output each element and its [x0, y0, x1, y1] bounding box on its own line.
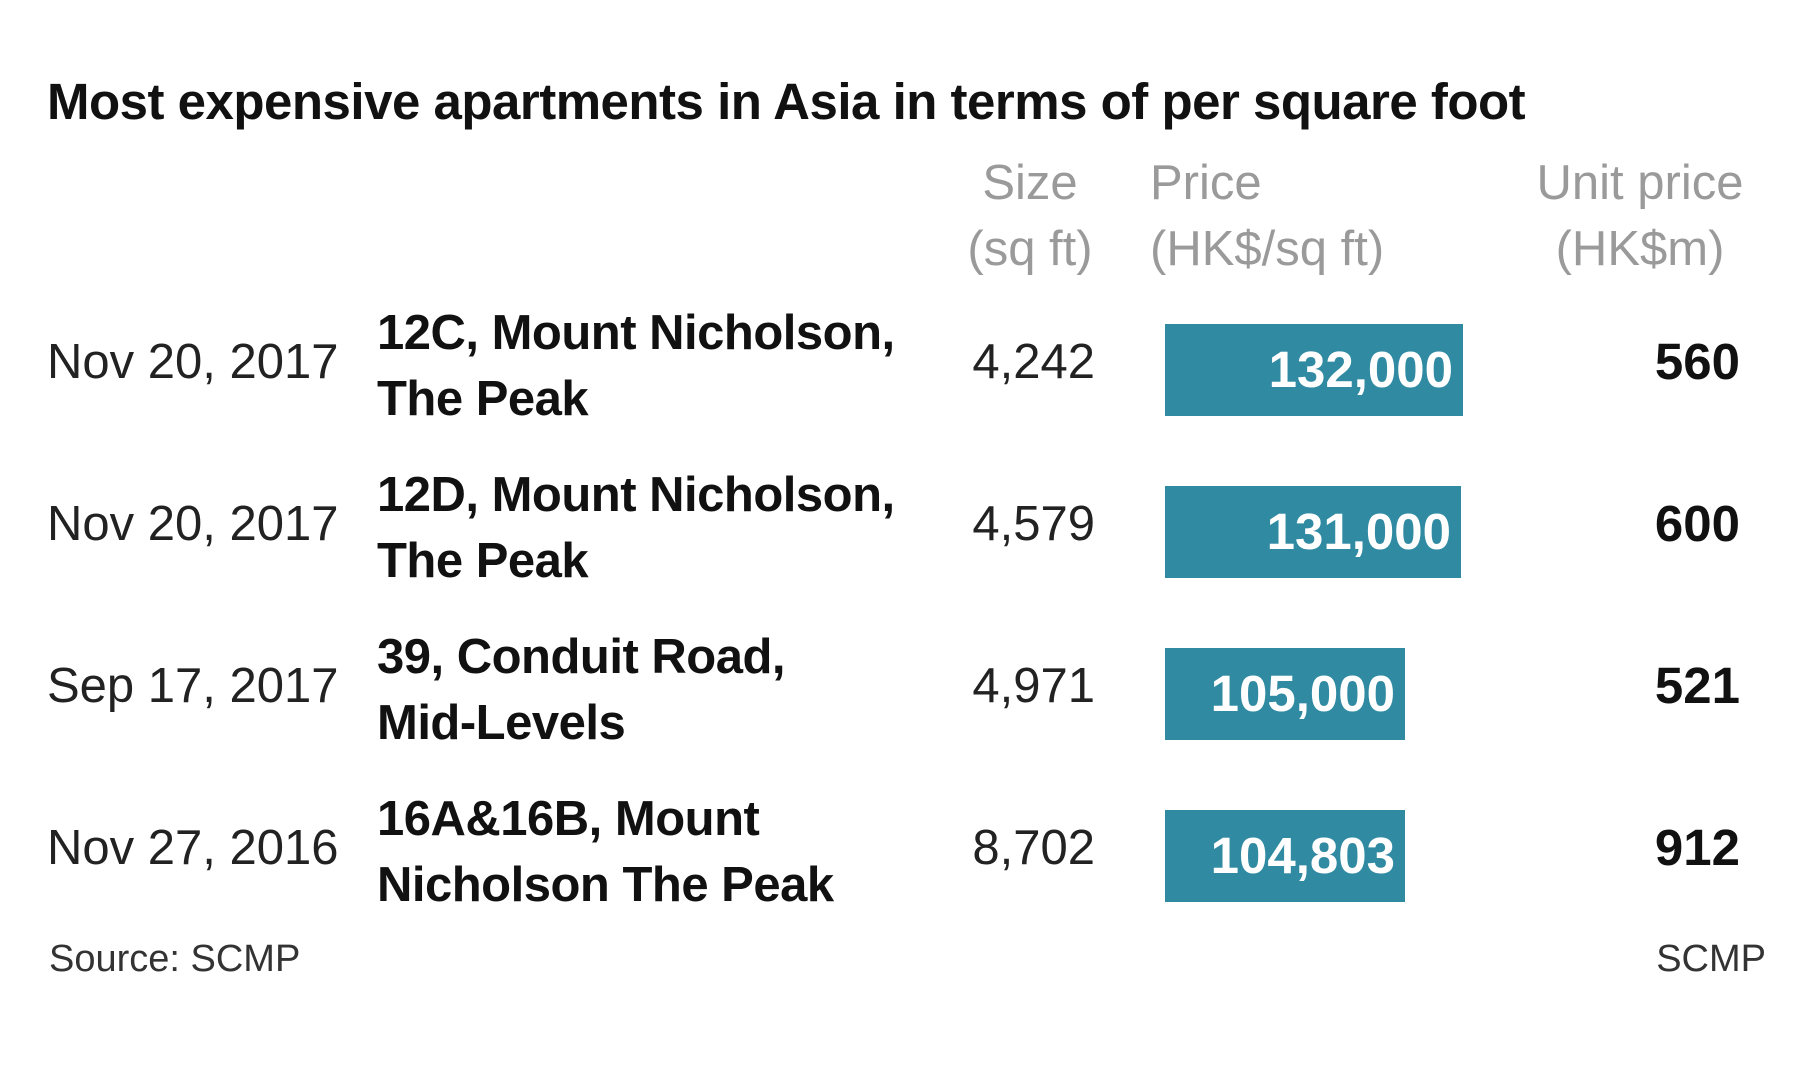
row-size: 4,971 [972, 659, 1095, 713]
row-property-name-line: 39, Conduit Road, [377, 630, 786, 684]
column-header-unit-price-line1: Unit price [1536, 156, 1744, 210]
row-unit-price: 560 [1654, 333, 1740, 390]
row-property-name: 12C, Mount Nicholson, The Peak [377, 300, 937, 432]
row-size: 4,579 [972, 497, 1095, 551]
price-bar: 131,000 [1165, 486, 1461, 578]
row-property-name: 12D, Mount Nicholson, The Peak [377, 462, 937, 594]
row-date: Nov 20, 2017 [47, 335, 339, 389]
price-bar: 105,000 [1165, 648, 1405, 740]
source-note: Source: SCMP [49, 938, 301, 980]
price-bar: 132,000 [1165, 324, 1463, 416]
column-header-size-line2: (sq ft) [967, 222, 1093, 276]
chart-title: Most expensive apartments in Asia in ter… [47, 73, 1526, 130]
row-property-name: 39, Conduit Road, Mid-Levels [377, 624, 937, 756]
row-size: 8,702 [972, 821, 1095, 875]
row-date: Nov 20, 2017 [47, 497, 339, 551]
row-date: Nov 27, 2016 [47, 821, 339, 875]
price-bar: 104,803 [1165, 810, 1405, 902]
column-header-price-line1: Price [1150, 156, 1262, 210]
row-unit-price: 912 [1654, 819, 1740, 876]
row-property-name-line: Mid-Levels [377, 696, 626, 750]
row-property-name-line: 16A&16B, Mount [377, 792, 760, 846]
row-property-name-line: The Peak [377, 534, 589, 588]
column-header-size: Size (sq ft) [950, 150, 1110, 282]
row-date: Sep 17, 2017 [47, 659, 339, 713]
row-unit-price: 521 [1654, 657, 1740, 714]
row-size: 4,242 [972, 335, 1095, 389]
column-header-unit-price-line2: (HK$m) [1555, 222, 1725, 276]
row-property-name: 16A&16B, Mount Nicholson The Peak [377, 786, 937, 918]
column-header-price-line2: (HK$/sq ft) [1150, 222, 1385, 276]
row-property-name-line: Nicholson The Peak [377, 858, 834, 912]
column-header-size-line1: Size [982, 156, 1078, 210]
row-unit-price: 600 [1654, 495, 1740, 552]
table-row: Sep 17, 2017 39, Conduit Road, Mid-Levels 4… [0, 616, 1814, 756]
table-row: Nov 27, 2016 16A&16B, Mount Nicholson The … [0, 778, 1814, 918]
row-property-name-line: 12D, Mount Nicholson, [377, 468, 895, 522]
table-row: Nov 20, 2017 12D, Mount Nicholson, The Pea… [0, 454, 1814, 594]
row-property-name-line: 12C, Mount Nicholson, [377, 306, 895, 360]
column-header-unit-price: Unit price (HK$m) [1510, 150, 1770, 282]
row-property-name-line: The Peak [377, 372, 589, 426]
table-row: Nov 20, 2017 12C, Mount Nicholson, The Pea… [0, 292, 1814, 432]
credit-note: SCMP [1656, 938, 1766, 980]
column-header-price: Price (HK$/sq ft) [1150, 150, 1384, 282]
